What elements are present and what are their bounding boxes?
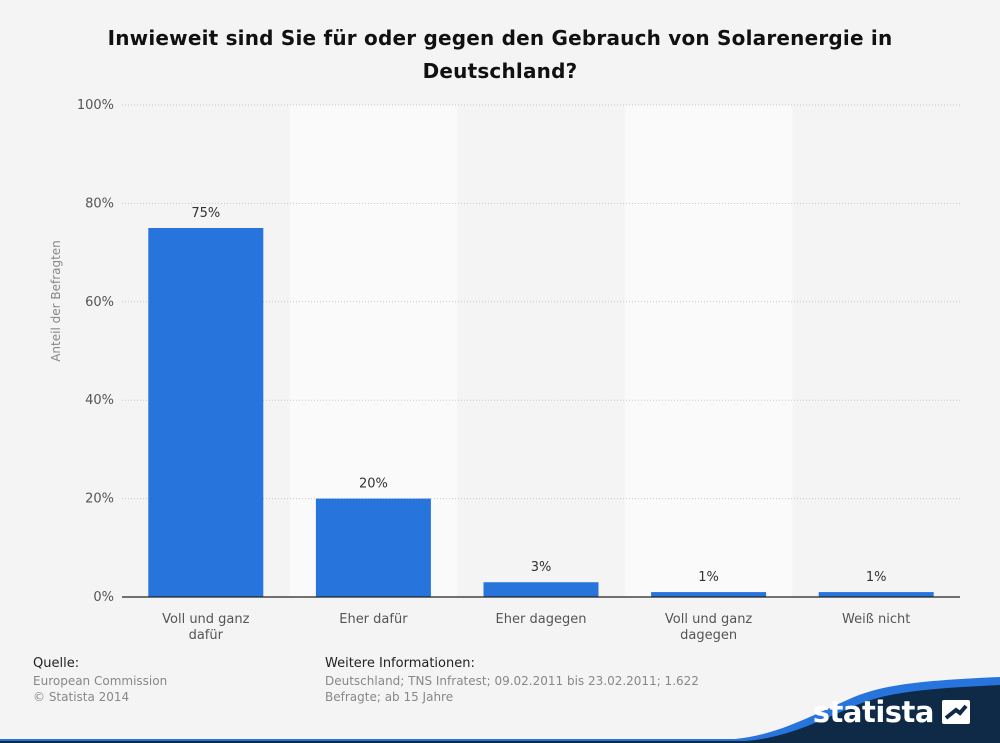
brand-wave (0, 685, 1000, 743)
data-label: 1% (866, 570, 887, 585)
statista-logo-text: statista (812, 695, 935, 729)
x-tick-label: Voll und ganz (162, 612, 250, 627)
bar (818, 592, 934, 597)
source-block: Quelle: European Commission © Statista 2… (33, 656, 293, 705)
y-tick-label: 100% (77, 98, 114, 113)
data-label: 20% (359, 477, 388, 492)
statista-logo-icon (942, 700, 970, 724)
info-line-2: Befragte; ab 15 Jahre (325, 690, 454, 704)
bar (651, 592, 767, 597)
bar (148, 228, 264, 597)
data-label: 75% (191, 206, 220, 221)
x-tick-label: dagegen (680, 628, 737, 643)
category-band (624, 105, 793, 597)
y-axis-label: Anteil der Befragten (49, 240, 63, 362)
brand-band (0, 677, 1000, 743)
source-line-copyright: © Statista 2014 (33, 690, 130, 704)
y-tick-label: 40% (85, 393, 114, 408)
bar (315, 498, 431, 597)
chart-title: Inwieweit sind Sie für oder gegen den Ge… (107, 26, 893, 83)
info-heading: Weitere Informationen: (325, 656, 475, 671)
data-label: 3% (531, 560, 552, 575)
x-tick-label: Weiß nicht (842, 612, 910, 627)
y-tick-label: 60% (85, 295, 114, 310)
bar (483, 582, 599, 597)
x-tick-label: dafür (189, 628, 224, 643)
x-tick-label: Eher dagegen (496, 612, 587, 627)
source-heading: Quelle: (33, 656, 80, 671)
x-tick-label: Voll und ganz (665, 612, 753, 627)
statista-logo[interactable]: statista (813, 695, 970, 729)
info-block: Weitere Informationen: Deutschland; TNS … (325, 656, 715, 705)
data-label: 1% (698, 570, 719, 585)
y-tick-label: 0% (93, 590, 114, 605)
y-tick-label: 80% (85, 196, 114, 211)
source-line-publisher: European Commission (33, 674, 168, 688)
info-line-1: Deutschland; TNS Infratest; 09.02.2011 b… (325, 674, 699, 688)
bar-chart: 0% 20% 40% 60% 80% 100% Anteil der Befragten 75… (49, 98, 960, 643)
x-tick-label: Eher dafür (339, 612, 408, 627)
y-tick-label: 20% (85, 492, 114, 507)
